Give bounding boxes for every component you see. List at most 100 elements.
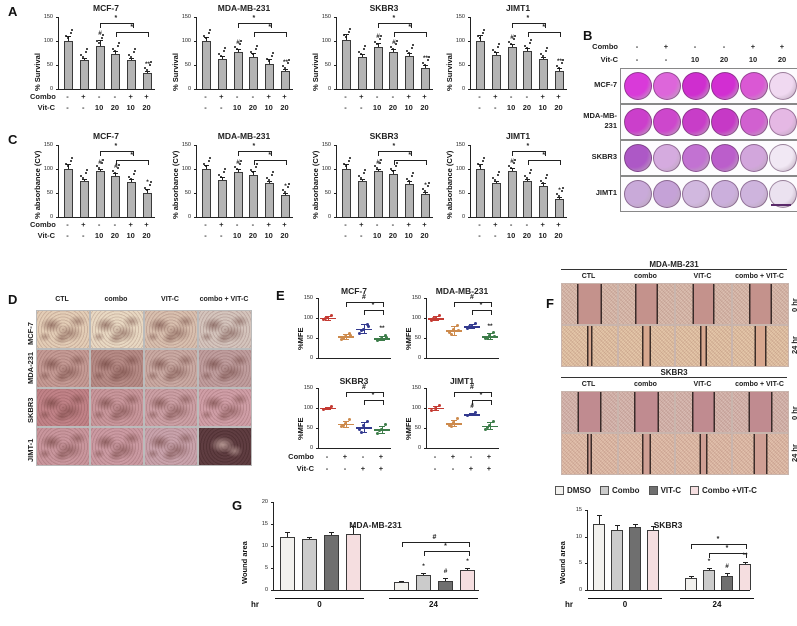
y-tick-label: 50	[414, 425, 421, 431]
data-point	[347, 332, 351, 336]
whisker-cap	[433, 315, 439, 317]
data-point	[361, 423, 365, 427]
bar	[64, 169, 73, 217]
data-point	[224, 47, 227, 50]
x-symbol: +	[493, 220, 498, 229]
whisker-cap	[487, 338, 493, 340]
data-point	[145, 69, 148, 72]
data-point	[66, 37, 69, 39]
bar	[476, 41, 485, 89]
data-point	[513, 162, 516, 165]
whisker-cap	[433, 410, 439, 412]
data-point	[437, 403, 441, 407]
error-bar	[361, 53, 363, 57]
b-header-symbol: -	[635, 42, 639, 51]
bar	[476, 169, 485, 217]
data-point	[358, 50, 361, 53]
data-point	[254, 47, 257, 50]
whisker-cap	[325, 409, 331, 411]
error-bar-cap	[391, 49, 397, 51]
y-tick-mark	[334, 193, 337, 194]
x-symbol: 20	[554, 103, 563, 112]
data-point	[476, 163, 479, 165]
x-symbol: -	[509, 220, 513, 229]
data-point	[447, 423, 451, 427]
chart-title: JIMT1	[505, 3, 531, 13]
f-column-header: VIT-C	[693, 381, 712, 388]
sig-bracket	[472, 310, 492, 315]
x-symbol: +	[359, 220, 364, 229]
data-point	[85, 172, 88, 174]
sig-bracket-label: *	[114, 143, 118, 150]
data-point	[321, 407, 325, 411]
data-point	[85, 51, 88, 54]
y-tick-mark	[334, 17, 337, 18]
error-bar-cap	[307, 536, 312, 538]
bar	[394, 582, 409, 590]
error-bar	[237, 48, 239, 53]
e-x-symbol: -	[361, 452, 365, 461]
bar	[389, 173, 399, 217]
bar	[629, 527, 641, 590]
x-symbol: -	[113, 92, 117, 101]
x-symbol: -	[220, 231, 223, 240]
y-tick-mark	[468, 65, 471, 66]
x-symbol: -	[478, 92, 481, 101]
whisker-cap	[451, 326, 457, 328]
error-bar	[331, 531, 332, 535]
x-symbol: +	[81, 220, 86, 229]
bar	[202, 169, 211, 217]
wound-cell	[561, 325, 618, 367]
error-bar-cap	[614, 525, 620, 527]
chart-title: MDA-MB-231	[217, 131, 271, 141]
error-bar	[346, 34, 347, 41]
error-bar	[598, 515, 600, 525]
x-symbol: 20	[522, 103, 532, 112]
x-symbol: -	[375, 92, 379, 101]
y-tick-mark	[271, 568, 274, 569]
data-point	[407, 180, 410, 183]
d-column-header: VIT-C	[161, 296, 179, 303]
x-symbol: +	[282, 220, 287, 229]
y-tick-label: 50	[184, 62, 191, 68]
x-symbol: -	[494, 231, 497, 240]
data-point	[364, 44, 367, 47]
x-symbol: +	[144, 92, 149, 101]
bar	[373, 46, 383, 89]
e-x-symbol: +	[450, 452, 456, 461]
data-point	[143, 187, 146, 189]
data-point	[541, 54, 544, 57]
colony-well	[624, 180, 652, 208]
error-bar	[206, 165, 207, 169]
data-point	[508, 40, 511, 43]
x-symbol: +	[219, 220, 224, 229]
data-point	[82, 177, 85, 179]
sig-bracket	[100, 23, 134, 28]
y-tick-mark	[424, 318, 427, 319]
f-row-label: 24 hr	[790, 336, 797, 354]
data-point	[561, 186, 564, 189]
chart-C0: MCF-7 % absorbance (CV) # # * * * 0 50 100 150 - + - -…	[30, 131, 162, 257]
data-point	[283, 191, 286, 194]
e-x-row-label: Combo	[288, 452, 314, 461]
data-point	[145, 189, 148, 191]
bar	[111, 53, 121, 89]
x-symbol: +	[359, 92, 364, 101]
y-tick-label: 100	[411, 405, 421, 411]
bar	[265, 64, 275, 89]
y-axis-label: % absorbance (CV)	[445, 150, 454, 219]
y-tick-label: 50	[46, 62, 53, 68]
y-tick-label: 100	[411, 315, 421, 321]
error-bar-cap	[525, 47, 531, 49]
x-symbol: 20	[248, 103, 258, 112]
error-bar	[221, 56, 223, 60]
x-symbol: 10	[506, 103, 516, 112]
d-row-label: MDA-231	[26, 351, 35, 384]
error-bar	[708, 567, 710, 571]
sig-bracket	[346, 302, 384, 307]
data-point	[133, 169, 136, 172]
data-point	[375, 338, 379, 342]
error-bar	[543, 182, 545, 186]
x-symbol: +	[266, 92, 271, 101]
significance-mark: #	[376, 158, 380, 166]
